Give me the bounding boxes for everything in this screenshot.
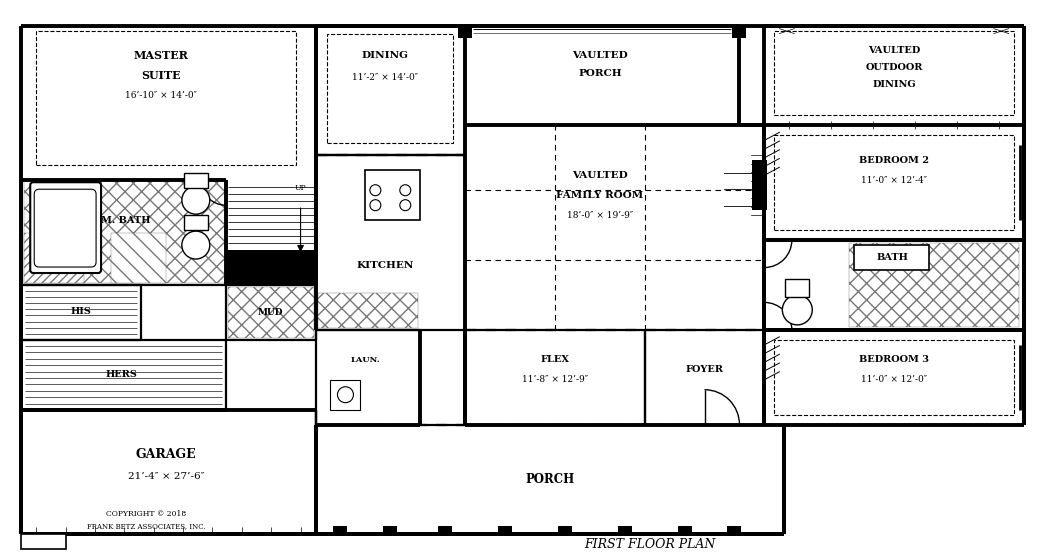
- Circle shape: [782, 295, 813, 325]
- Text: 11’-0″ × 12’-0″: 11’-0″ × 12’-0″: [861, 375, 927, 384]
- Text: DN.: DN.: [293, 273, 308, 281]
- Text: VAULTED: VAULTED: [868, 46, 920, 55]
- Text: FIRST FLOOR PLAN: FIRST FLOOR PLAN: [584, 538, 715, 551]
- Bar: [438, 526, 453, 536]
- Circle shape: [370, 185, 381, 196]
- Bar: [365, 170, 420, 220]
- Text: BATH: BATH: [876, 253, 908, 261]
- Bar: [328, 34, 454, 143]
- Text: PORCH: PORCH: [525, 473, 574, 486]
- Bar: [558, 526, 572, 536]
- Circle shape: [337, 387, 354, 403]
- Text: VAULTED: VAULTED: [572, 171, 628, 180]
- Bar: [331, 380, 360, 410]
- Bar: [458, 26, 472, 38]
- Text: FLEX: FLEX: [541, 355, 569, 364]
- Text: COPYRIGHT © 2018: COPYRIGHT © 2018: [106, 511, 186, 518]
- Text: BEDROOM 3: BEDROOM 3: [859, 355, 929, 364]
- Bar: [854, 245, 929, 270]
- Bar: [728, 526, 741, 536]
- Bar: [774, 340, 1013, 415]
- Bar: [37, 31, 296, 165]
- Text: 16’-10″ × 14’-0″: 16’-10″ × 14’-0″: [125, 91, 197, 100]
- Bar: [24, 180, 226, 283]
- Text: PORCH: PORCH: [578, 69, 622, 78]
- Bar: [184, 215, 208, 230]
- Bar: [228, 287, 314, 338]
- Bar: [774, 135, 1013, 230]
- Circle shape: [400, 185, 411, 196]
- Text: 21’-4″ × 27’-6″: 21’-4″ × 27’-6″: [128, 472, 204, 481]
- Bar: [785, 279, 810, 297]
- Text: FOYER: FOYER: [686, 365, 723, 374]
- Text: 11’-2″ × 14’-0″: 11’-2″ × 14’-0″: [353, 73, 418, 82]
- Bar: [24, 233, 84, 283]
- Text: BEDROOM 2: BEDROOM 2: [859, 156, 929, 165]
- FancyBboxPatch shape: [35, 189, 97, 267]
- Bar: [733, 26, 747, 38]
- Text: LAUN.: LAUN.: [351, 356, 380, 364]
- Bar: [617, 526, 632, 536]
- Circle shape: [400, 200, 411, 211]
- Bar: [334, 526, 348, 536]
- Text: KITCHEN: KITCHEN: [357, 260, 414, 270]
- Text: HIS: HIS: [70, 307, 91, 316]
- Text: DINING: DINING: [873, 80, 916, 89]
- Bar: [774, 31, 1013, 115]
- Bar: [383, 526, 397, 536]
- FancyBboxPatch shape: [30, 182, 101, 273]
- Bar: [753, 160, 768, 210]
- Text: VAULTED: VAULTED: [572, 51, 628, 60]
- Text: HERS: HERS: [105, 370, 136, 379]
- Text: FRANK BETZ ASSOCIATES, INC.: FRANK BETZ ASSOCIATES, INC.: [87, 522, 205, 531]
- Text: 11’-8″ × 12’-9″: 11’-8″ × 12’-9″: [522, 375, 588, 384]
- Bar: [317, 293, 418, 328]
- Bar: [498, 526, 512, 536]
- Circle shape: [182, 186, 210, 214]
- Text: 11’-0″ × 12’-4″: 11’-0″ × 12’-4″: [861, 176, 927, 185]
- Text: MUD: MUD: [258, 309, 284, 317]
- Circle shape: [370, 200, 381, 211]
- Bar: [21, 534, 66, 549]
- Bar: [677, 526, 692, 536]
- Bar: [849, 243, 1018, 327]
- Bar: [111, 233, 166, 283]
- Text: DINING: DINING: [362, 51, 408, 60]
- Bar: [184, 173, 208, 188]
- Text: FAMILY ROOM: FAMILY ROOM: [556, 191, 644, 200]
- Text: M. BATH: M. BATH: [101, 216, 151, 225]
- Text: 18’-0″ × 19’-9″: 18’-0″ × 19’-9″: [567, 211, 633, 220]
- Text: OUTDOOR: OUTDOOR: [865, 63, 923, 72]
- Circle shape: [182, 231, 210, 259]
- Text: GARAGE: GARAGE: [135, 448, 196, 461]
- Text: UP: UP: [295, 184, 307, 192]
- Text: MASTER: MASTER: [133, 50, 188, 61]
- Bar: [226, 250, 316, 285]
- Text: SUITE: SUITE: [141, 70, 181, 81]
- Bar: [371, 175, 416, 215]
